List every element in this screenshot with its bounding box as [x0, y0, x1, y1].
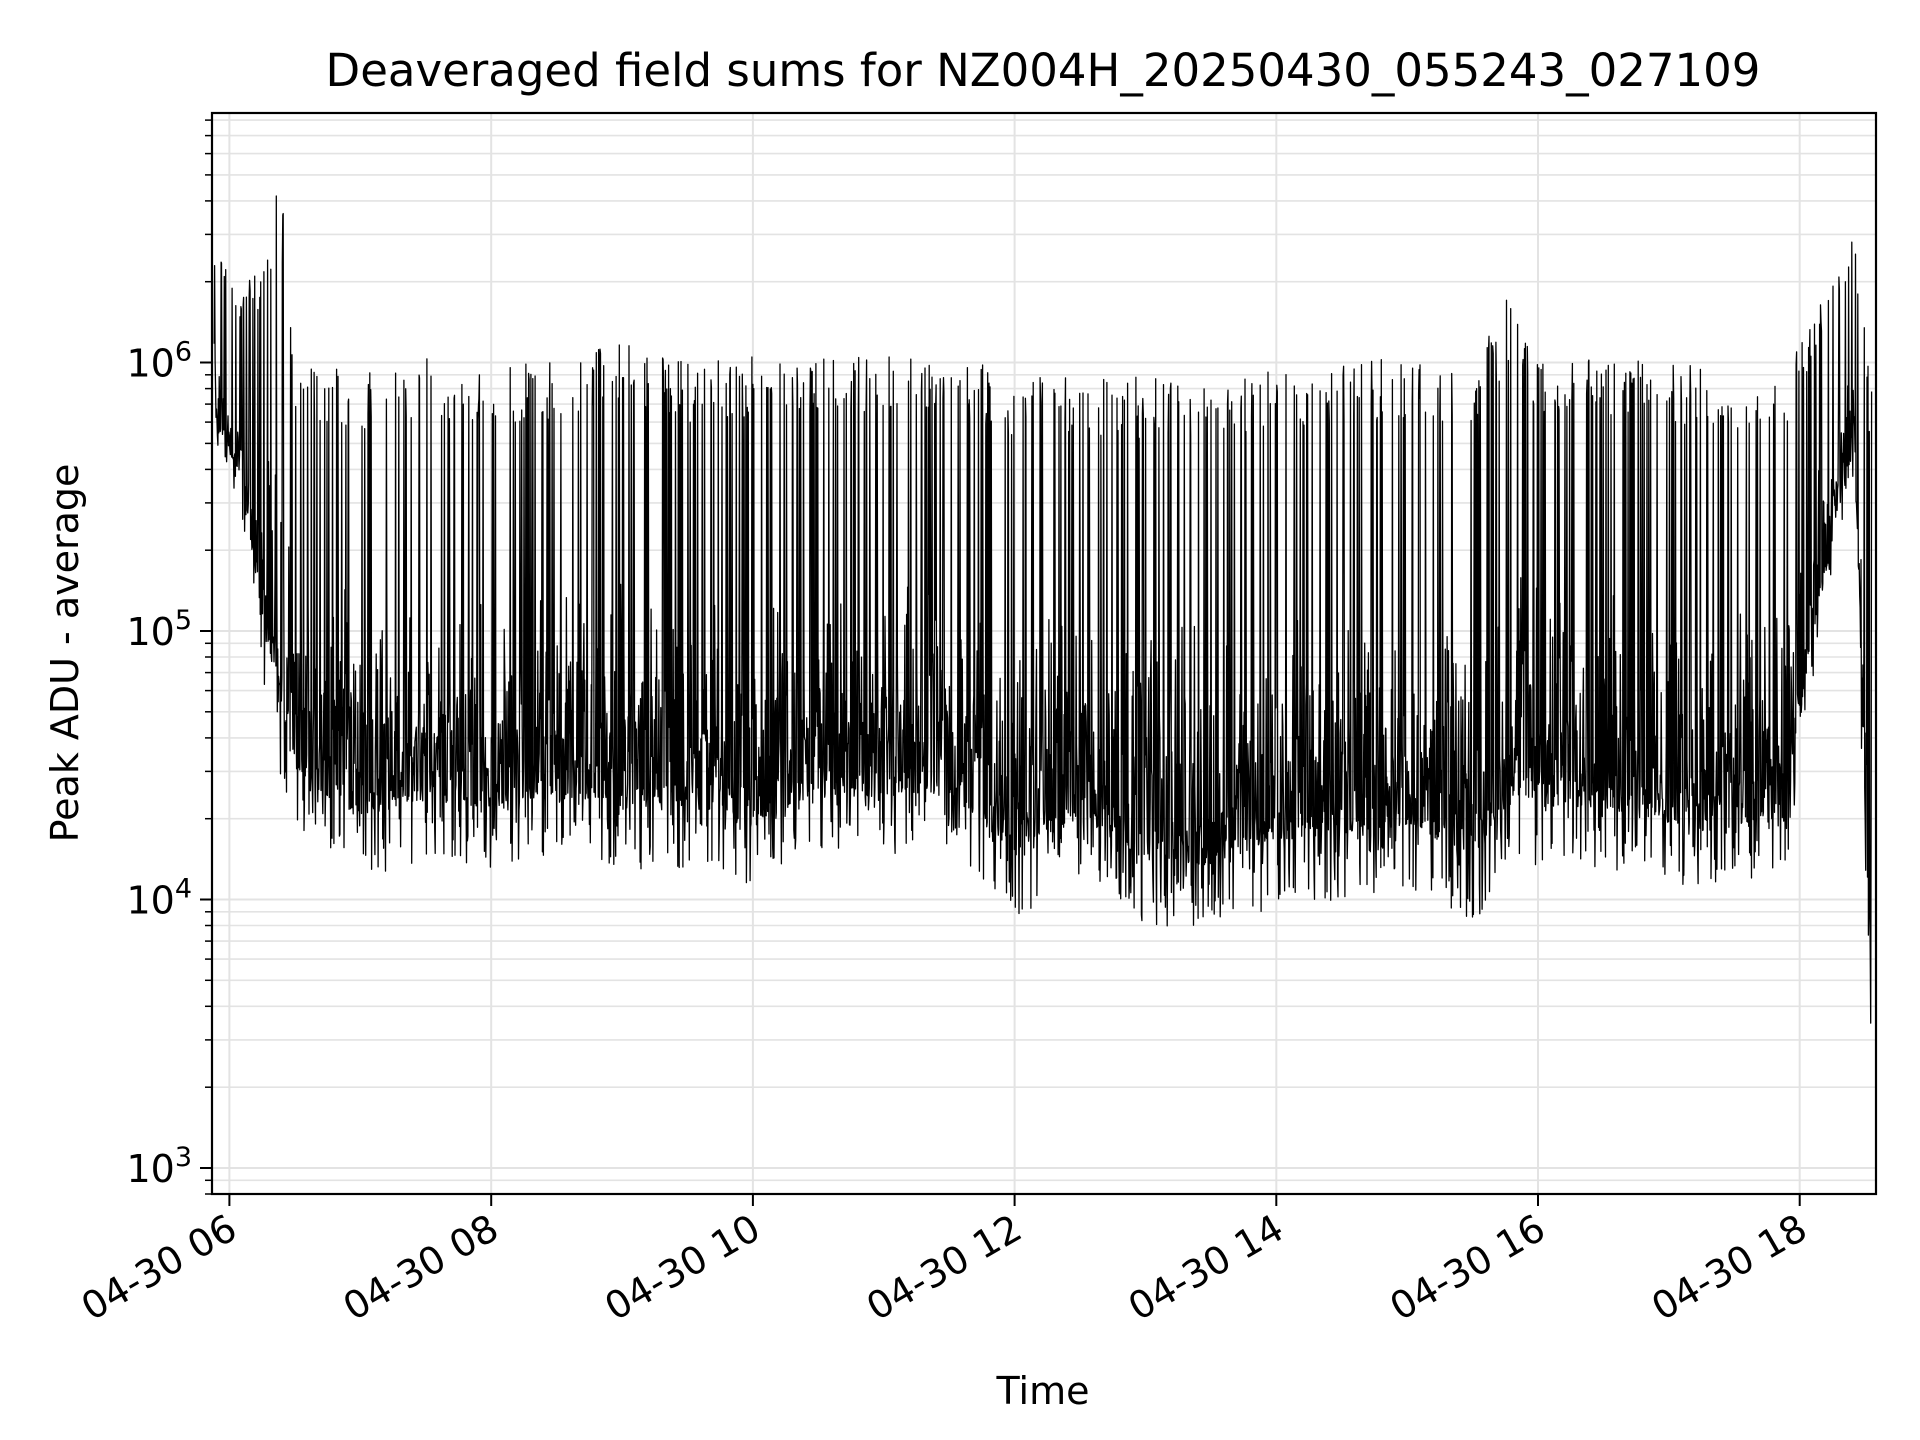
- plot-area-frame: [210, 111, 1878, 1196]
- chart-title: Deaveraged field sums for NZ004H_2025043…: [326, 44, 1761, 97]
- grid: [212, 113, 1876, 1195]
- series-line: [213, 195, 1873, 1024]
- series-path: [213, 195, 1873, 1024]
- y-tick-label: 105: [126, 605, 192, 654]
- y-axis-label: Peak ADU - average: [43, 464, 87, 843]
- y-tick-label: 103: [126, 1142, 192, 1191]
- x-axis-label: Time: [996, 1369, 1090, 1413]
- y-tick-label: 106: [126, 337, 192, 386]
- y-tick-label: 104: [126, 874, 192, 923]
